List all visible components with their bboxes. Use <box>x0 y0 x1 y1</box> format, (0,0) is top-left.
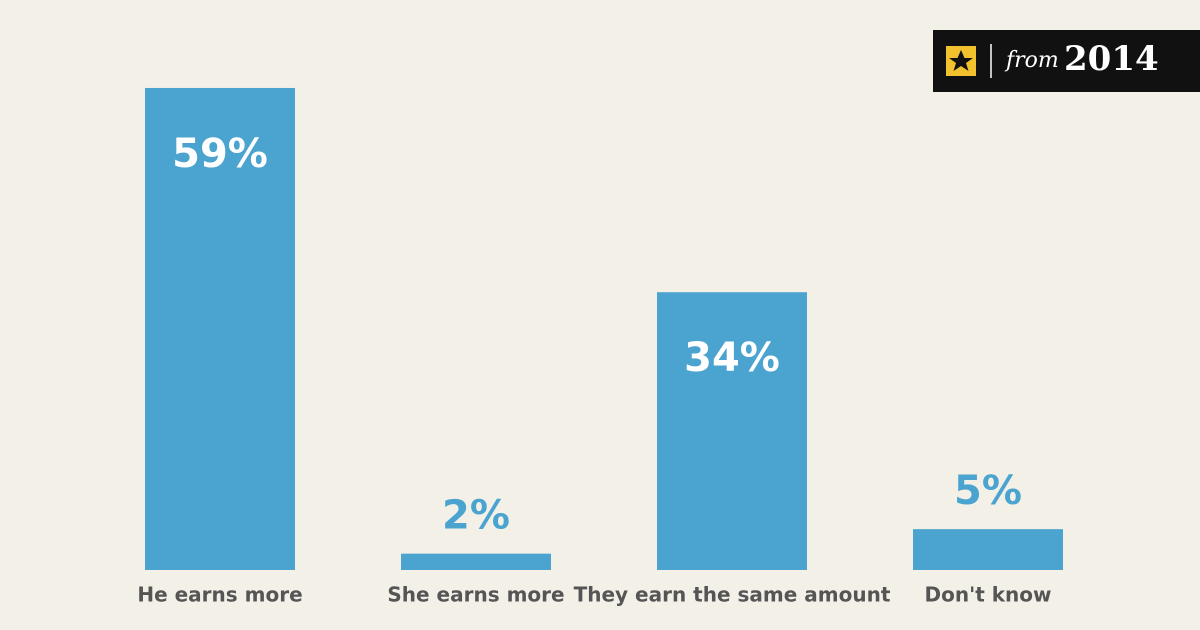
badge-star <box>949 50 973 71</box>
value-label: 34% <box>684 335 780 381</box>
badge-box <box>933 30 1200 92</box>
bar <box>401 553 551 570</box>
badge: from 2014 <box>933 30 1200 92</box>
badge-word: from <box>1004 48 1059 73</box>
x-tick-label: Don't know <box>925 583 1052 607</box>
x-tick-label: They earn the same amount <box>574 583 891 607</box>
x-tick-label: She earns more <box>387 583 564 607</box>
value-label: 59% <box>172 131 268 177</box>
x-tick-label: He earns more <box>137 583 302 607</box>
bar <box>145 87 295 570</box>
value-label: 5% <box>954 468 1022 514</box>
bar <box>657 292 807 570</box>
badge-year: 2014 <box>1064 39 1159 79</box>
value-label: 2% <box>442 493 510 539</box>
bar <box>913 529 1063 570</box>
